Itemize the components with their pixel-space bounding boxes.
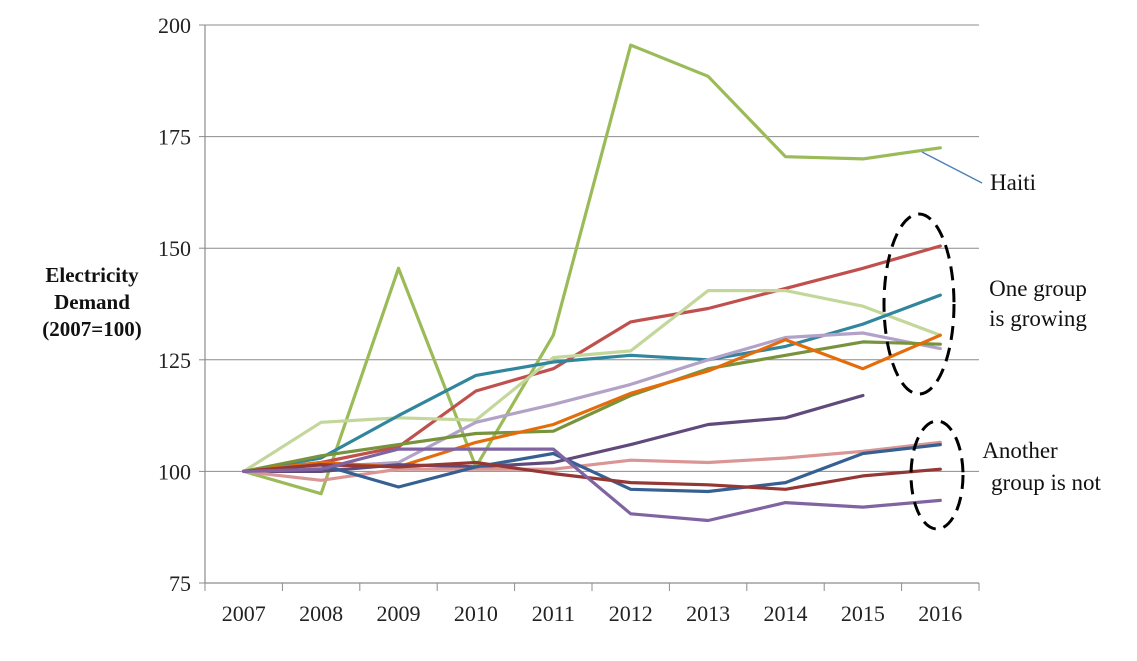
haiti-leader-line	[921, 151, 983, 184]
not-growing-annotation-line-1: Another	[982, 438, 1058, 463]
x-tick-label: 2007	[222, 601, 266, 626]
not-growing-group-ellipse	[909, 419, 965, 531]
x-tick-label: 2014	[764, 601, 808, 626]
x-tick-label: 2015	[841, 601, 885, 626]
y-tick-label: 125	[158, 348, 191, 373]
y-tick-label: 75	[169, 571, 191, 596]
x-tick-label: 2012	[609, 601, 653, 626]
y-axis-title: Electricity Demand (2007=100)	[42, 263, 141, 341]
not-growing-annotation-line-2: group is not	[991, 470, 1102, 495]
x-tick-label: 2008	[299, 601, 343, 626]
y-axis-title-line-2: Demand	[54, 290, 130, 314]
tick-labels: 75 100 125 150 175 200 2007 2008 2009 2010 2011 201…	[158, 13, 962, 626]
y-tick-label: 100	[158, 459, 191, 484]
axes	[204, 25, 979, 584]
series-line-1	[242, 43, 942, 496]
growing-group-ellipse	[882, 212, 956, 396]
series-line-6	[242, 340, 942, 473]
x-tick-label: 2011	[532, 601, 575, 626]
series-line-2	[242, 244, 942, 473]
y-axis-title-line-1: Electricity	[45, 263, 139, 287]
series-line-4	[242, 293, 942, 473]
series-line-12	[242, 447, 942, 523]
series-line-11	[242, 460, 942, 491]
growing-annotation-line-2: is growing	[989, 306, 1087, 331]
growing-annotation-line-1: One group	[989, 276, 1087, 301]
y-tick-label: 150	[158, 236, 191, 261]
series-line-8	[242, 393, 865, 473]
x-tick-label: 2010	[454, 601, 498, 626]
y-tick-label: 200	[158, 13, 191, 38]
series-line-3	[242, 289, 942, 473]
y-axis-title-line-3: (2007=100)	[42, 317, 141, 341]
x-tick-label: 2016	[918, 601, 962, 626]
series-line-10	[242, 443, 942, 494]
y-tick-label: 175	[158, 125, 191, 150]
haiti-annotation: Haiti	[990, 170, 1036, 195]
x-tick-label: 2009	[377, 601, 421, 626]
x-tick-label: 2013	[686, 601, 730, 626]
series-lines	[242, 43, 942, 523]
annotations: Haiti One group is growing Another group…	[882, 151, 1102, 531]
